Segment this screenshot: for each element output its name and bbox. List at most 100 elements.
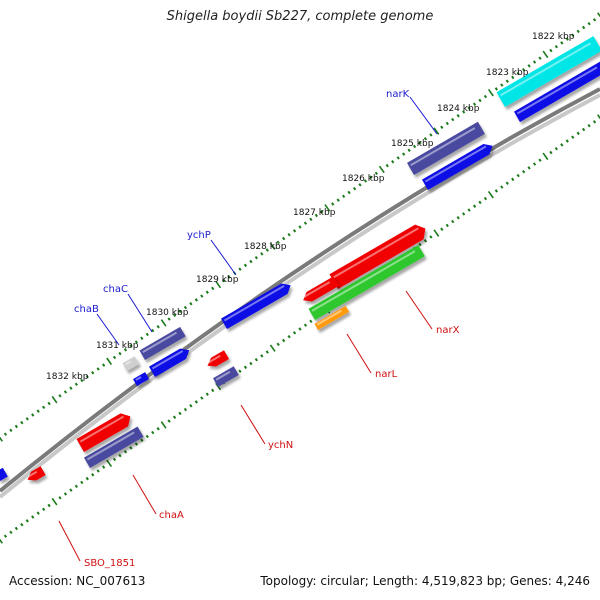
inner-minor-tick (238, 369, 242, 373)
inner-minor-tick (31, 515, 35, 519)
feature-SBO_1851 (27, 466, 46, 481)
feature-narK (407, 121, 485, 175)
inner-minor-tick (134, 442, 138, 446)
kbp-label-1831: 1831 kbp (96, 341, 139, 351)
outer-minor-tick (42, 405, 46, 410)
outer-minor-tick (571, 33, 575, 37)
inner-minor-tick (112, 457, 117, 462)
feature-blue-chaC (149, 348, 190, 377)
inner-minor-tick (167, 419, 171, 423)
inner-minor-tick (96, 469, 100, 473)
outer-minor-tick (418, 140, 422, 145)
outer-major-tick (487, 88, 494, 97)
inner-minor-tick (462, 212, 466, 216)
inner-major-tick (542, 152, 549, 161)
outer-minor-tick (358, 183, 362, 187)
outer-major-tick (269, 242, 276, 250)
outer-minor-tick (276, 240, 280, 245)
outer-minor-tick (560, 41, 564, 45)
outer-minor-tick (363, 179, 368, 183)
connector-narK (409, 96, 438, 135)
outer-minor-tick (74, 382, 78, 387)
gene-label-narK: narK (386, 89, 410, 100)
kbp-label-1827: 1827 kbp (293, 208, 336, 218)
outer-minor-tick (254, 255, 258, 260)
outer-minor-tick (260, 252, 264, 256)
outer-major-tick (106, 357, 113, 366)
genome-backbone (0, 87, 600, 493)
kbp-label-1824: 1824 kbp (437, 104, 480, 114)
feature-narX (329, 224, 426, 289)
inner-major-tick (160, 421, 167, 429)
kbp-label-1823: 1823 kbp (486, 68, 529, 78)
accession-text: Accession: NC_007613 (9, 574, 146, 588)
map-title: Shigella boydii Sb227, complete genome (166, 9, 434, 24)
outer-minor-tick (478, 98, 482, 103)
tick-row-inner (0, 114, 600, 544)
outer-minor-tick (522, 67, 526, 72)
inner-minor-tick (80, 480, 84, 485)
inner-minor-tick (538, 158, 542, 162)
outer-minor-tick (200, 294, 204, 298)
inner-minor-tick (172, 415, 177, 419)
feature-narL (314, 305, 350, 330)
inner-minor-tick (292, 331, 297, 335)
outer-minor-tick (527, 64, 531, 68)
outer-major-tick (378, 165, 385, 174)
inner-minor-tick (42, 507, 46, 512)
feature-blue-edge (0, 467, 8, 481)
inner-minor-tick (500, 185, 504, 189)
outer-minor-tick (227, 275, 231, 279)
outer-minor-tick (25, 417, 29, 421)
outer-minor-tick (96, 367, 100, 371)
inner-minor-tick (74, 484, 78, 489)
outer-minor-tick (342, 194, 346, 199)
connector-SBO_1851 (58, 520, 81, 562)
feature-green (308, 245, 425, 320)
outer-minor-tick (151, 328, 155, 333)
inner-minor-tick (522, 169, 526, 174)
outer-minor-tick (3, 432, 8, 436)
inner-minor-tick (554, 146, 558, 151)
inner-major-tick (433, 229, 440, 237)
inner-major-tick (597, 114, 600, 120)
outer-minor-tick (309, 217, 313, 222)
inner-minor-tick (63, 492, 68, 496)
outer-minor-tick (63, 390, 68, 394)
outer-minor-tick (14, 424, 18, 429)
inner-minor-tick (194, 400, 198, 404)
inner-minor-tick (123, 450, 128, 454)
feature-chaA (76, 413, 131, 452)
outer-minor-tick (249, 259, 253, 264)
outer-minor-tick (565, 37, 569, 41)
inner-minor-tick (69, 488, 73, 492)
outer-minor-tick (85, 374, 89, 379)
kbp-label-1832: 1832 kbp (46, 372, 89, 382)
outer-minor-tick (467, 106, 471, 110)
feature-red-narX-small (303, 276, 339, 302)
outer-minor-tick (129, 344, 133, 348)
inner-minor-tick (423, 239, 428, 243)
outer-minor-tick (156, 325, 160, 329)
inner-minor-tick (151, 430, 155, 435)
outer-minor-tick (178, 309, 182, 314)
outer-minor-tick (145, 332, 149, 337)
inner-minor-tick (587, 123, 591, 128)
outer-minor-tick (462, 110, 466, 114)
inner-minor-tick (282, 338, 286, 343)
outer-minor-tick (167, 317, 171, 321)
inner-minor-tick (25, 519, 29, 523)
inner-minor-tick (560, 143, 564, 147)
feature-blue-1825 (422, 144, 493, 190)
outer-minor-tick (9, 428, 13, 433)
label-connectors (58, 96, 438, 562)
outer-minor-tick (532, 60, 537, 64)
outer-minor-tick (211, 286, 215, 291)
outer-minor-tick (140, 336, 144, 340)
outer-minor-tick (303, 221, 308, 225)
inner-minor-tick (451, 219, 455, 224)
inner-minor-tick (140, 438, 144, 442)
outer-minor-tick (118, 351, 122, 356)
outer-minor-tick (20, 420, 24, 425)
topology-text: Topology: circular; Length: 4,519,823 bp… (260, 574, 590, 588)
